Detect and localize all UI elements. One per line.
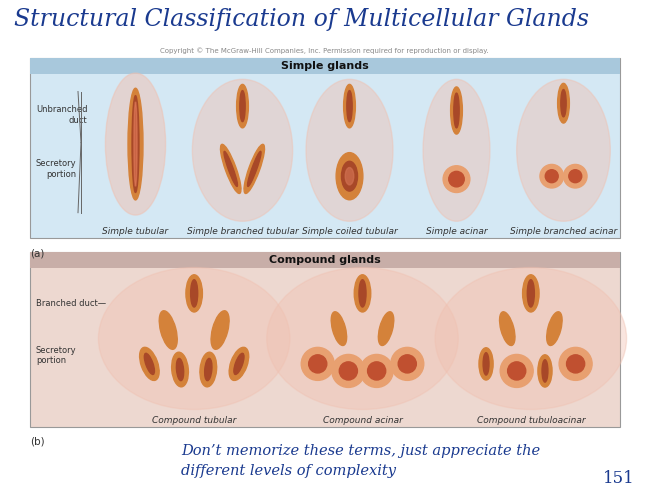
Ellipse shape (234, 353, 244, 374)
Ellipse shape (248, 152, 261, 186)
Ellipse shape (500, 312, 515, 345)
Circle shape (399, 355, 417, 373)
Text: Compound tubular: Compound tubular (152, 416, 237, 425)
Text: Simple glands: Simple glands (281, 61, 369, 71)
Ellipse shape (172, 352, 189, 387)
Circle shape (507, 362, 526, 380)
Ellipse shape (145, 353, 154, 374)
Ellipse shape (128, 88, 143, 200)
Ellipse shape (200, 352, 216, 387)
Ellipse shape (423, 80, 490, 221)
Ellipse shape (186, 275, 202, 312)
Ellipse shape (229, 347, 249, 380)
Bar (30, 58, 620, 238)
Circle shape (545, 170, 558, 183)
Ellipse shape (211, 311, 229, 349)
Circle shape (301, 347, 334, 380)
Circle shape (391, 347, 424, 380)
Circle shape (449, 171, 464, 187)
Text: Simple tubular: Simple tubular (102, 227, 168, 236)
Text: Compound tubuloacinar: Compound tubuloacinar (476, 416, 585, 425)
Circle shape (332, 354, 365, 388)
Circle shape (360, 354, 393, 388)
Ellipse shape (527, 280, 535, 307)
Text: Secretory
portion: Secretory portion (36, 346, 76, 365)
Ellipse shape (192, 80, 293, 221)
Ellipse shape (483, 353, 489, 375)
Ellipse shape (345, 167, 354, 185)
Text: Simple branched tubular: Simple branched tubular (187, 227, 298, 236)
Text: Unbranched
duct: Unbranched duct (36, 105, 87, 125)
Ellipse shape (224, 152, 237, 186)
Ellipse shape (547, 312, 562, 345)
Ellipse shape (347, 90, 352, 122)
Circle shape (340, 362, 358, 380)
Ellipse shape (522, 275, 539, 312)
Circle shape (540, 165, 564, 188)
Ellipse shape (341, 162, 358, 191)
Text: (b): (b) (30, 437, 45, 447)
Circle shape (308, 355, 327, 373)
Ellipse shape (220, 144, 241, 193)
Ellipse shape (306, 80, 393, 221)
Text: Compound glands: Compound glands (269, 255, 381, 265)
Circle shape (443, 166, 470, 192)
Ellipse shape (479, 348, 493, 380)
Text: Compound acinar: Compound acinar (323, 416, 402, 425)
Bar (30, 58, 620, 74)
Text: Branched duct—: Branched duct— (36, 299, 106, 308)
Ellipse shape (237, 84, 248, 128)
Ellipse shape (240, 90, 245, 122)
Ellipse shape (450, 87, 463, 134)
Ellipse shape (139, 347, 159, 380)
Ellipse shape (542, 360, 548, 382)
Ellipse shape (106, 73, 166, 215)
Text: Simple acinar: Simple acinar (426, 227, 487, 236)
Ellipse shape (558, 83, 570, 123)
Ellipse shape (132, 96, 139, 192)
Text: Copyright © The McGraw-Hill Companies, Inc. Permission required for reproduction: Copyright © The McGraw-Hill Companies, I… (159, 47, 489, 54)
Ellipse shape (378, 312, 394, 345)
Ellipse shape (331, 312, 347, 345)
Bar (30, 252, 620, 427)
Ellipse shape (336, 153, 363, 200)
Text: Simple branched acinar: Simple branched acinar (510, 227, 617, 236)
Circle shape (500, 354, 533, 388)
Circle shape (367, 362, 386, 380)
Ellipse shape (516, 80, 610, 221)
Ellipse shape (454, 93, 459, 128)
Ellipse shape (134, 102, 137, 186)
Circle shape (569, 170, 582, 183)
Ellipse shape (538, 355, 552, 387)
Ellipse shape (244, 144, 264, 193)
Text: 151: 151 (603, 470, 635, 487)
Ellipse shape (343, 84, 355, 128)
Ellipse shape (159, 311, 178, 349)
Text: Simple coiled tubular: Simple coiled tubular (301, 227, 397, 236)
Circle shape (564, 165, 587, 188)
Ellipse shape (205, 358, 212, 381)
Ellipse shape (176, 358, 183, 381)
Text: Don’t memorize these terms, just appreciate the
different levels of complexity: Don’t memorize these terms, just appreci… (181, 444, 540, 478)
Ellipse shape (435, 267, 627, 410)
Ellipse shape (359, 280, 366, 307)
Ellipse shape (561, 89, 566, 117)
Text: Secretory
portion: Secretory portion (36, 159, 76, 178)
Ellipse shape (354, 275, 371, 312)
Ellipse shape (191, 280, 198, 307)
Text: (a): (a) (30, 248, 44, 258)
Ellipse shape (267, 267, 458, 410)
Ellipse shape (98, 267, 290, 410)
Circle shape (566, 355, 584, 373)
Text: Structural Classification of Multicellular Glands: Structural Classification of Multicellul… (14, 8, 589, 31)
Circle shape (559, 347, 592, 380)
Bar (30, 252, 620, 268)
